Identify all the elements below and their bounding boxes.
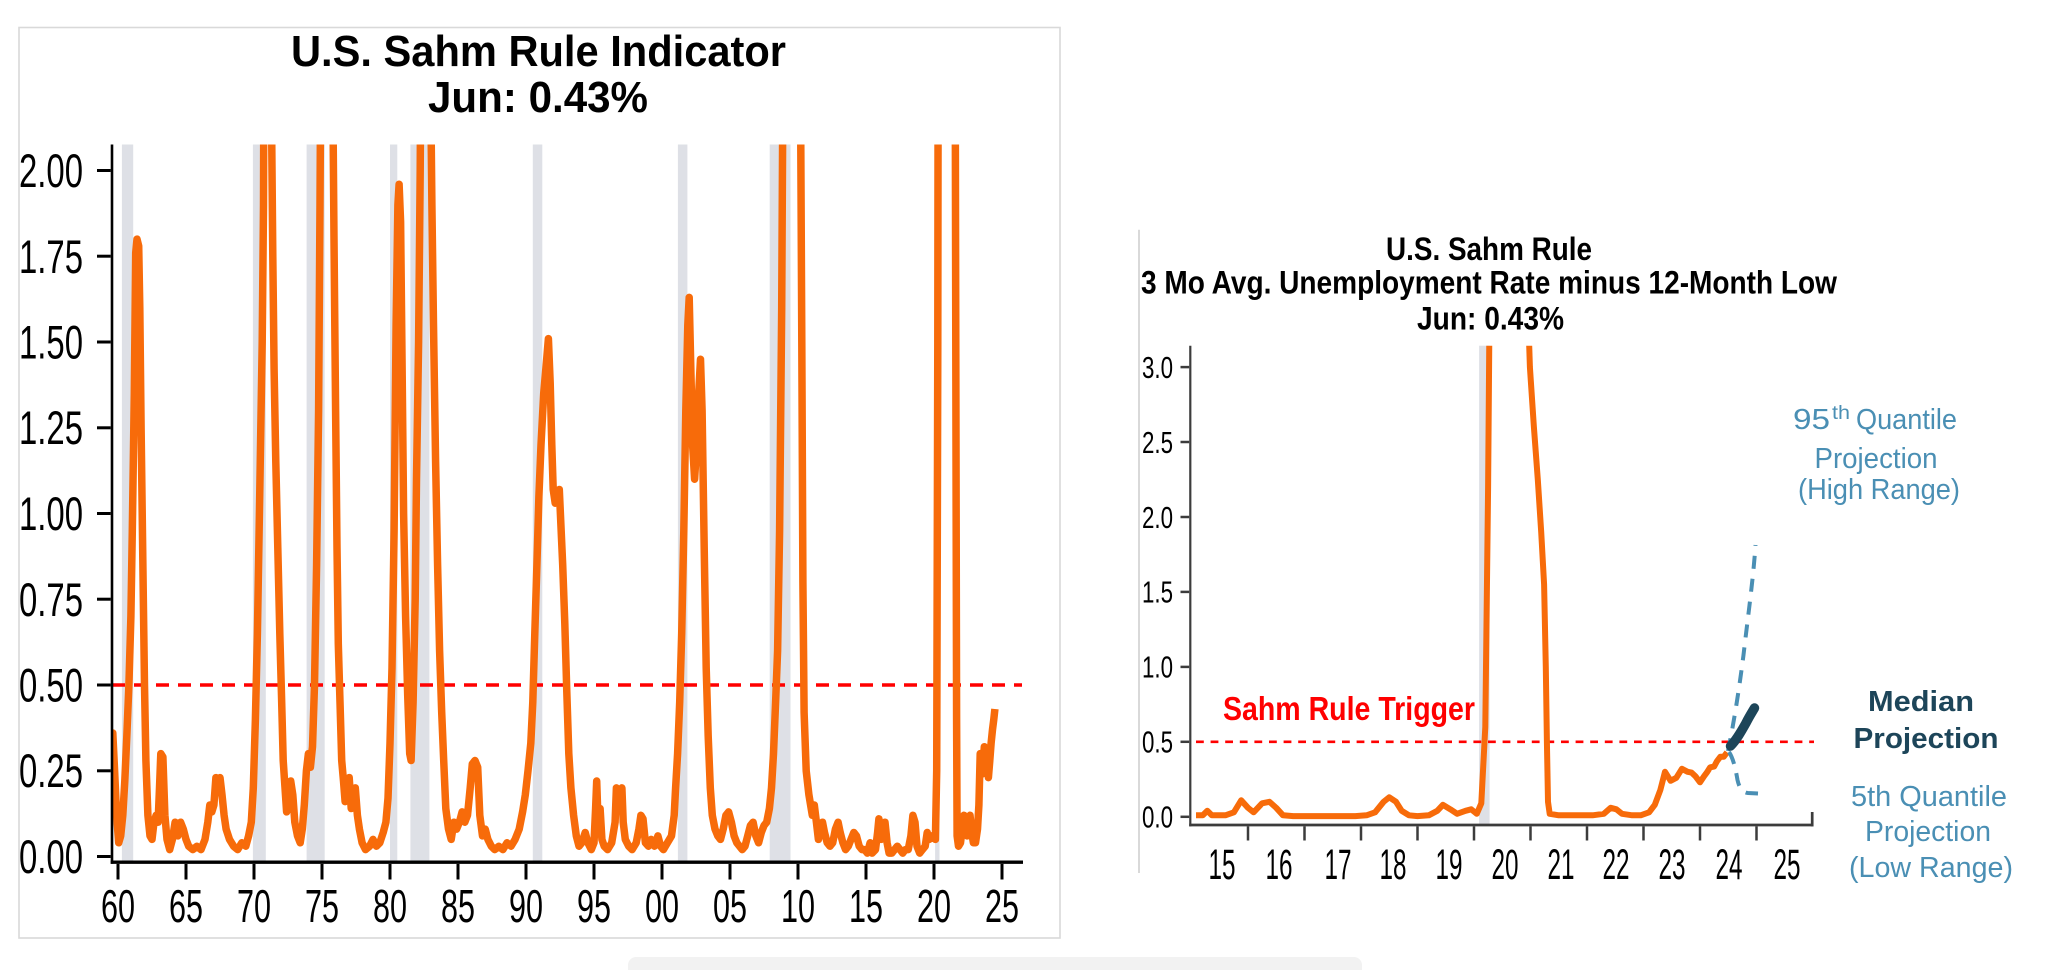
svg-text:00: 00 [645,880,679,932]
svg-text:1.25: 1.25 [19,401,83,454]
svg-text:05: 05 [713,880,747,932]
svg-text:Projection: Projection [1815,443,1938,475]
svg-text:65: 65 [169,880,203,932]
svg-text:Quantile: Quantile [1856,404,1957,436]
svg-text:15: 15 [1209,841,1236,889]
svg-text:0.0: 0.0 [1142,800,1173,835]
svg-text:3 Mo Avg. Unemployment Rate mi: 3 Mo Avg. Unemployment Rate minus 12-Mon… [1141,265,1837,301]
svg-text:Sahm Rule Trigger: Sahm Rule Trigger [1223,690,1475,727]
svg-text:18: 18 [1380,841,1407,889]
svg-text:20: 20 [1492,841,1519,889]
svg-text:0.50: 0.50 [19,659,83,712]
svg-text:U.S. Sahm Rule: U.S. Sahm Rule [1386,231,1592,267]
svg-text:2.00: 2.00 [19,144,83,197]
svg-text:1.50: 1.50 [19,316,83,369]
svg-text:19: 19 [1436,841,1463,889]
svg-text:1.75: 1.75 [19,230,83,283]
svg-text:90: 90 [509,880,543,932]
svg-text:Projection: Projection [1865,816,1991,848]
svg-text:Median: Median [1868,686,1974,718]
svg-text:95: 95 [577,880,611,932]
svg-text:21: 21 [1548,841,1575,889]
svg-text:(High Range): (High Range) [1798,474,1960,506]
svg-text:25: 25 [985,880,1019,932]
svg-text:22: 22 [1603,841,1630,889]
svg-text:0.75: 0.75 [19,573,83,626]
svg-text:Jun: 0.43%: Jun: 0.43% [428,73,648,122]
svg-text:2.0: 2.0 [1142,500,1173,535]
svg-text:75: 75 [305,880,339,932]
svg-text:1.00: 1.00 [19,487,83,540]
svg-text:0.25: 0.25 [19,744,83,797]
svg-text:80: 80 [373,880,407,932]
svg-text:U.S. Sahm Rule Indicator: U.S. Sahm Rule Indicator [291,27,786,76]
svg-text:24: 24 [1716,841,1743,889]
svg-text:16: 16 [1266,841,1293,889]
svg-text:23: 23 [1659,841,1686,889]
svg-text:60: 60 [101,880,135,932]
svg-text:Jun: 0.43%: Jun: 0.43% [1417,301,1564,337]
svg-text:3.0: 3.0 [1142,350,1173,385]
svg-text:0.00: 0.00 [19,830,83,883]
svg-text:1.5: 1.5 [1142,575,1173,610]
svg-text:15: 15 [849,880,883,932]
svg-text:10: 10 [781,880,815,932]
svg-text:25: 25 [1774,841,1801,889]
svg-text:17: 17 [1325,841,1352,889]
svg-text:1.0: 1.0 [1142,650,1173,685]
svg-text:20: 20 [917,880,951,932]
svg-text:70: 70 [237,880,271,932]
svg-text:95: 95 [1793,404,1830,436]
svg-text:85: 85 [441,880,475,932]
svg-text:th: th [1832,403,1850,424]
svg-text:0.5: 0.5 [1142,725,1173,760]
svg-text:5th Quantile: 5th Quantile [1851,781,2007,813]
svg-text:Projection: Projection [1854,723,1999,755]
svg-text:2.5: 2.5 [1142,425,1173,460]
svg-text:(Low Range): (Low Range) [1849,852,2013,884]
